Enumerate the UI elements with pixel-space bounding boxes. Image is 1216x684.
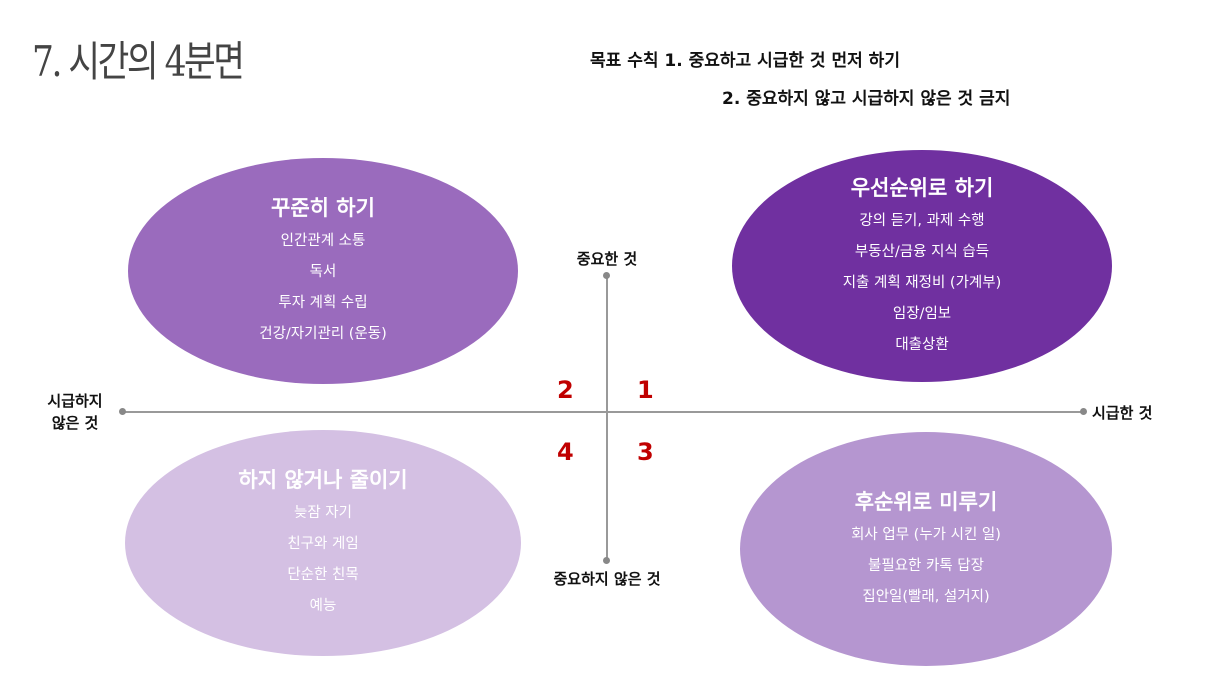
list-item: 친구와 게임 [287,536,359,552]
list-item: 강의 듣기, 과제 수행 [859,212,985,229]
list-item: 대출상환 [895,336,949,353]
list-item: 투자 계획 수립 [278,295,368,311]
quadrant-1-ellipse: 우선순위로 하기 강의 듣기, 과제 수행 부동산/금융 지식 습득 지출 계획… [732,150,1112,382]
quadrant-number-2: 2 [557,376,574,404]
goal-line-2: 2. 중요하지 않고 시급하지 않은 것 금지 [722,89,1011,109]
quadrant-heading: 꾸준히 하기 [271,196,375,220]
quadrant-4-ellipse: 하지 않거나 줄이기 늦잠 자기 친구와 게임 단순한 친목 예능 [125,430,521,656]
list-item: 임장/임보 [892,305,952,322]
quadrant-heading: 우선순위로 하기 [850,175,994,200]
axis-end-dot [119,408,126,415]
list-item: 늦잠 자기 [294,505,352,521]
vertical-axis [606,275,608,561]
list-item: 독서 [309,264,337,280]
axis-label-important: 중요한 것 [576,250,638,268]
quadrant-number-3: 3 [637,438,654,466]
quadrant-2-ellipse: 꾸준히 하기 인간관계 소통 독서 투자 계획 수립 건강/자기관리 (운동) [128,158,518,384]
list-item: 불필요한 카톡 답장 [868,557,984,574]
axis-label-not-urgent: 시급하지 않은 것 [30,390,120,434]
axis-end-dot [1080,408,1087,415]
axis-end-dot [603,557,610,564]
list-item: 예능 [309,598,337,614]
axis-label-line: 않은 것 [51,414,99,432]
goal-line-1: 목표 수칙 1. 중요하고 시급한 것 먼저 하기 [590,51,900,71]
axis-label-line: 시급하지 [47,392,103,410]
quadrant-heading: 하지 않거나 줄이기 [238,468,408,492]
list-item: 부동산/금융 지식 습득 [854,243,990,260]
list-item: 집안일(빨래, 설거지) [862,588,990,605]
list-item: 지출 계획 재정비 (가계부) [842,274,1002,291]
quadrant-heading: 후순위로 미루기 [854,489,998,514]
list-item: 건강/자기관리 (운동) [259,326,387,342]
horizontal-axis [122,411,1084,413]
list-item: 인간관계 소통 [280,233,366,249]
slide-title: 7. 시간의 4분면 [32,37,245,86]
quadrant-number-1: 1 [637,376,654,404]
quadrant-3-ellipse: 후순위로 미루기 회사 업무 (누가 시킨 일) 불필요한 카톡 답장 집안일(… [740,432,1112,666]
list-item: 회사 업무 (누가 시킨 일) [851,526,1001,543]
axis-label-urgent: 시급한 것 [1092,404,1153,422]
axis-label-not-important: 중요하지 않은 것 [553,570,661,588]
list-item: 단순한 친목 [287,567,359,583]
axis-end-dot [603,272,610,279]
quadrant-number-4: 4 [557,438,574,466]
